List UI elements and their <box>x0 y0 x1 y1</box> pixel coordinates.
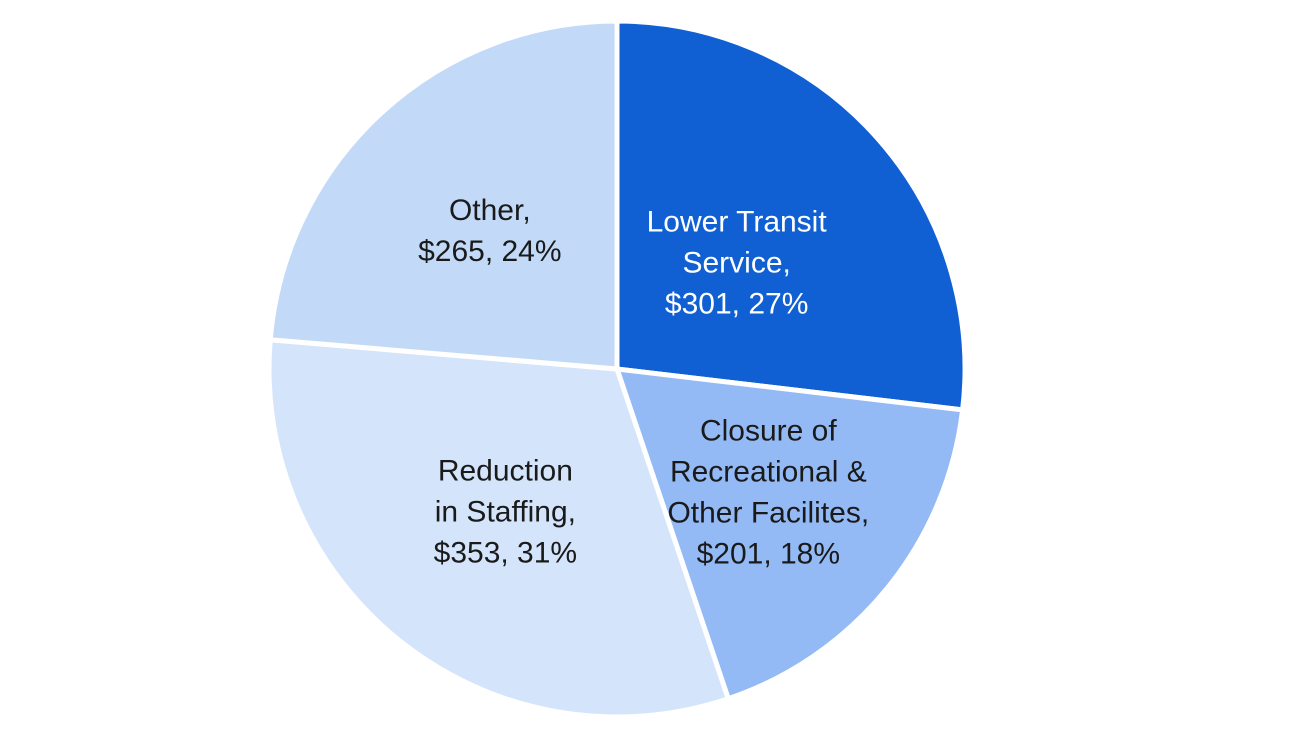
slice-label: Reduction in Staffing, $353, 31% <box>434 454 577 569</box>
pie-slice <box>266 337 732 720</box>
pie-slice <box>267 18 620 372</box>
pie-slice <box>613 366 966 702</box>
slice-label: Closure of Recreational & Other Facilites,… <box>667 414 869 570</box>
pie-slice <box>614 18 968 413</box>
slice-label-line: Lower Transit <box>647 206 828 239</box>
slice-label-line: Closure of <box>700 414 837 447</box>
pie-labels: Lower Transit Service, $301, 27% Closure of… <box>418 194 869 570</box>
slice-label-line: $201, 18% <box>697 537 840 570</box>
slice-label-line: Other Facilites, <box>667 496 869 529</box>
pie-slices <box>266 18 968 720</box>
slice-label-line: $353, 31% <box>434 536 577 569</box>
slice-label-line: in Staffing, <box>435 495 576 528</box>
slice-label-line: Service, <box>682 247 790 280</box>
slice-label: Other, $265, 24% <box>418 194 561 268</box>
slice-label-line: $265, 24% <box>418 235 561 268</box>
slice-label-line: Reduction <box>438 454 573 487</box>
slice-label-line: $301, 27% <box>665 288 808 321</box>
slice-label-line: Other, <box>449 194 531 227</box>
slice-label: Lower Transit Service, $301, 27% <box>647 206 828 321</box>
slice-label-line: Recreational & <box>670 455 867 488</box>
